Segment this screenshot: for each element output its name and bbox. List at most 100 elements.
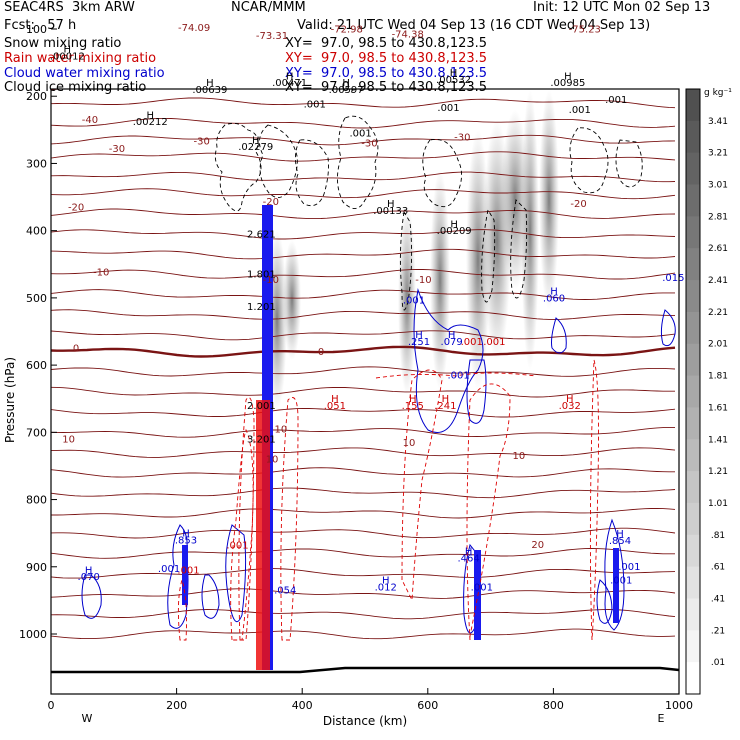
y-tick-label: 1000: [19, 628, 47, 641]
colorbar-swatch: [686, 280, 700, 313]
snow-ice-label: .001: [437, 103, 459, 114]
snow-ice-contours: [214, 115, 643, 311]
snow-contour: [481, 208, 496, 303]
isotherm: [51, 248, 676, 260]
cloud-water-label: .015: [662, 273, 684, 284]
contour-labels: -74.09 -73.31 -72.98 -74.38 -75.23 -40 -30 -30 -…: [50, 23, 685, 597]
rain-contour: [238, 397, 255, 641]
snow-ice-label: H: [387, 199, 395, 210]
x-tick-label: 600: [417, 699, 438, 712]
colorbar-tick-label: 3.21: [708, 149, 728, 159]
rain-label: H: [331, 394, 339, 405]
isotherm-label: 10: [266, 455, 279, 466]
east-label: E: [658, 712, 665, 725]
x-tick-label: 800: [543, 699, 564, 712]
colorbar-tick-label: .21: [711, 626, 725, 636]
cloud-water-label: .251: [408, 337, 430, 348]
colorbar-tick-label: 3.41: [708, 117, 728, 127]
cloud-water-label: H: [415, 330, 423, 341]
cloud-water-label: .853: [175, 535, 197, 546]
cloud-water-label: .001: [618, 562, 640, 573]
isotherm-label: 0: [318, 347, 324, 358]
isotherm: [51, 208, 676, 220]
shade-blob: [466, 130, 490, 390]
rain-contour: [589, 359, 599, 641]
snow-contour: [615, 139, 643, 188]
zero-isotherm: [51, 345, 676, 358]
isotherm: [51, 527, 676, 539]
colorbar-swatch: [686, 471, 700, 504]
cloud-water-label: H: [465, 547, 473, 558]
isotherm: [51, 628, 676, 640]
colorbar-swatch: [686, 662, 700, 695]
cloud-water-contour: [201, 574, 220, 619]
snow-ice-label: .00985: [550, 78, 585, 89]
colorbar-swatch: [686, 534, 700, 568]
axes: 0 200 400 600 800 100010020030040050060070080…: [19, 23, 693, 725]
cloud-water-label: .070: [78, 572, 100, 583]
y-tick-label: 300: [26, 157, 47, 170]
snow-ice-label: .02279: [238, 142, 273, 153]
colorbar-tick-label: 2.81: [708, 212, 728, 222]
cloud-water-label: .001: [158, 564, 180, 575]
colorbar-tick-label: 1.01: [708, 499, 728, 509]
cloud-water-label: H: [616, 529, 624, 540]
snow-ice-label: .001: [569, 105, 591, 116]
cloud-water-contour: [660, 309, 676, 347]
cloud-water-label: H: [182, 529, 190, 540]
x-tick-label: 200: [166, 699, 187, 712]
y-tick-label: 700: [26, 426, 47, 439]
isotherm-label: -30: [454, 133, 470, 144]
cloud-water-contour: [604, 518, 625, 631]
isotherm: [51, 588, 676, 599]
cloud-water-contour: [413, 288, 484, 433]
colorbar-frame: [685, 88, 701, 695]
isotherm-label: -20: [570, 199, 586, 210]
cloud-water-core: [613, 548, 619, 623]
shade-blob: [430, 170, 450, 390]
colorbar-swatch: [686, 630, 700, 663]
isotherm-label: -75.23: [569, 24, 601, 35]
colorbar-swatch: [686, 184, 700, 217]
rain-contour: [230, 428, 254, 641]
isotherm: [51, 151, 676, 162]
rain-label: .032: [559, 401, 581, 412]
shade-blob: [539, 90, 559, 310]
snow-ice-label: .00471: [272, 78, 307, 89]
cloud-water-contour: [551, 317, 567, 354]
isotherm-label: -40: [82, 115, 98, 126]
rain-label: .241: [434, 401, 456, 412]
snow-ice-label: H: [342, 78, 350, 89]
snow-ice-label: .001: [605, 95, 627, 106]
colorbar-tick-label: .81: [711, 531, 725, 541]
legend-cloud-water-xy: XY= 97.0, 98.5 to 430.8,123.5: [285, 66, 488, 81]
isotherm: [51, 134, 676, 146]
snow-ice-label: H: [64, 45, 72, 56]
isotherm: [51, 289, 675, 300]
snow-ice-label: 1.801: [247, 270, 276, 281]
snow-contour: [259, 124, 298, 198]
rain-label: H: [442, 394, 450, 405]
init-time: Init: 12 UTC Mon 02 Sep 13: [533, 0, 711, 15]
cloud-water-contour: [466, 359, 487, 424]
isotherm: [51, 467, 675, 478]
colorbar-swatch: [686, 598, 700, 631]
cloud-water-contour: [596, 579, 613, 624]
colorbar-swatch: [686, 407, 700, 440]
snow-ice-label: 1.201: [247, 302, 276, 313]
isotherm-label: -10: [93, 268, 109, 279]
rain-water-contours: [177, 359, 599, 670]
isotherm: [51, 51, 675, 61]
colorbar-tick-label: 1.21: [708, 467, 728, 477]
isotherm-label: -30: [361, 139, 377, 150]
colorbar-swatch: [686, 89, 700, 122]
snow-ice-label: .001: [349, 129, 371, 140]
colorbar-tick-label: .41: [711, 594, 725, 604]
isotherm: [51, 309, 675, 320]
cloud-water-label: .054: [274, 586, 296, 597]
isotherm-label: -10: [415, 275, 431, 286]
legend-snow-label: Snow mixing ratio: [4, 36, 122, 51]
colorbar-swatch: [686, 375, 700, 408]
cloud-water-label: H: [85, 566, 93, 577]
isotherm-label: -72.98: [331, 24, 363, 35]
